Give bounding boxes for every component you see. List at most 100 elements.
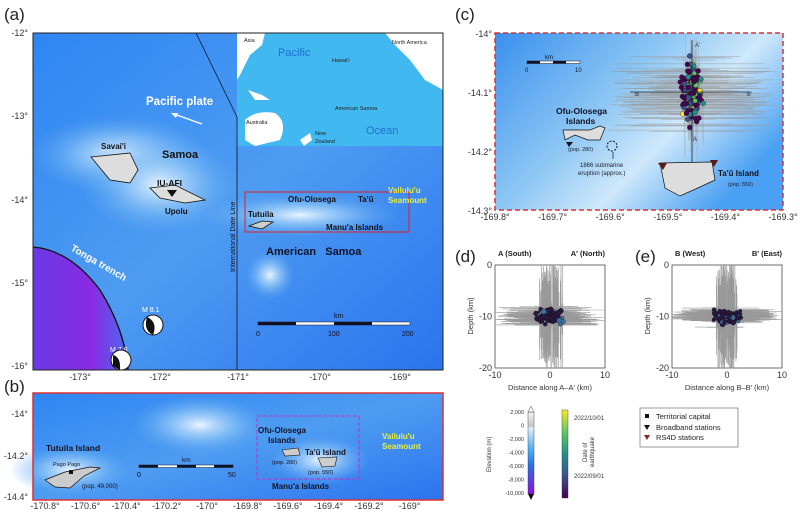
vailulu-label-2: Seamount (382, 442, 421, 451)
inset-american-samoa: American Samoa (335, 106, 378, 112)
scale-tick: 100 (328, 331, 340, 338)
right-endpoint-title: A′ (North) (571, 249, 606, 258)
hypocenter-marker (721, 308, 727, 315)
x-tick: -169.3° (768, 212, 798, 222)
right-endpoint-title: B′ (East) (752, 249, 783, 258)
m78-beachball-icon (110, 349, 132, 371)
vailulu-label-1: Vailulu'u (382, 432, 415, 441)
tau-island (317, 456, 338, 468)
elevation-tick: -10,000 (505, 491, 524, 497)
hypocenter-marker (722, 320, 727, 325)
panel-e-label: (e) (635, 247, 656, 266)
legend: Territorial capital Broadband stations R… (639, 407, 739, 448)
y-tick: -14.1° (468, 88, 493, 98)
y-tick: -10 (656, 312, 669, 322)
scale-tick: 50 (228, 472, 236, 479)
x-tick: -10 (488, 370, 501, 380)
x-tick: 10 (777, 370, 787, 380)
legend-triangle-icon (644, 435, 650, 440)
x-tick: -169.6° (596, 212, 626, 222)
ofu-label-2: Islands (268, 436, 296, 445)
x-tick: -173° (69, 372, 91, 382)
panel-c-x-axis: -169.8° -169.7° -169.6° -169.5° -169.4° -169.… (480, 212, 798, 222)
eruption-label-2: eruption (approx.) (578, 171, 625, 177)
x-tick: -170° (196, 501, 218, 511)
hypocenter-marker (738, 309, 743, 313)
hypocenter-marker (719, 314, 724, 319)
cross-sections: (d) A (South) A′ (North)0-10-20-10 0 10Depth… (455, 247, 787, 392)
elevation-tick: -6,000 (508, 464, 524, 470)
hypocenter-marker (693, 102, 699, 108)
inset-australia: Australia (246, 120, 268, 126)
panel-a-map: Asia North America Pacific Ocean Hawai'i… (30, 32, 444, 371)
tau-label: Ta'ū Island (718, 169, 759, 178)
panel-a-scale-bar: km 0 100 200 (256, 313, 414, 338)
profile-a-prime-label: A' (695, 43, 700, 49)
x-tick: -169.5° (653, 212, 683, 222)
panel-d: (d) A (South) A′ (North)0-10-20-10 0 10Depth… (455, 247, 610, 392)
panel-c-extent-box (256, 415, 360, 480)
hypocenter-marker (687, 124, 693, 131)
hypocenter-marker (539, 314, 542, 317)
hypocenter-marker (691, 63, 697, 69)
y-axis-label: Depth (km) (643, 297, 652, 335)
elevation-tick: -2,000 (508, 437, 524, 443)
date-tick: 2022/09/01 (574, 474, 605, 480)
date-colorbar: Date of earthquake 2022/10/01 2022/09/01 (561, 409, 605, 499)
hypocenter-marker (700, 100, 706, 107)
x-tick: -169.2° (354, 501, 384, 511)
inset-new-zealand-2: Zealand (315, 139, 335, 145)
broadband-station-icon (566, 142, 573, 147)
date-tick: 2022/10/01 (574, 416, 605, 422)
x-tick: -169.4° (711, 212, 741, 222)
hypocenter-marker (734, 310, 740, 316)
m81-label: M 8.1 (142, 307, 160, 314)
tutuila-label: Tutuila (248, 210, 274, 219)
elevation-tick: -8,000 (508, 478, 524, 484)
scale-tick: 0 (525, 68, 529, 74)
x-tick: -172° (149, 372, 171, 382)
x-tick: -170.8° (30, 501, 60, 511)
ofu-label: Ofu-Olosega (288, 195, 337, 204)
profile-a-label: A (693, 137, 697, 143)
hypocenter-marker (550, 313, 553, 316)
hypocenter-marker (543, 321, 548, 327)
ofu-pop-label: (pop. 280) (568, 147, 593, 153)
hypocenter-marker (685, 84, 691, 91)
x-tick: -171° (227, 372, 249, 382)
hypocenter-marker (736, 319, 741, 324)
hypocenter-marker (717, 308, 722, 314)
hypocenter-marker (544, 313, 548, 317)
hypocenter-marker (684, 116, 691, 122)
y-axis-label: Depth (km) (466, 297, 475, 335)
y-tick: -20 (656, 363, 669, 373)
y-tick: -15° (11, 278, 28, 288)
ofu-label-1: Ofu-Olosega (556, 106, 607, 116)
hypocenter-marker (685, 95, 692, 101)
elevation-colorbar: Elevation (m) 2,000 0 -2,000 -4,000 -6,000 -8… (487, 405, 535, 500)
y-tick: -14° (475, 29, 492, 39)
panel-c-axes: -14° -14.1° -14.2° -14.3° (468, 29, 493, 216)
hypocenter-marker (695, 68, 701, 74)
hypocenter-marker (678, 84, 685, 91)
y-tick: -14° (11, 409, 28, 419)
ofu-label-1: Ofu-Olosega (258, 426, 307, 435)
elevation-colorbar-label: Elevation (m) (487, 437, 493, 472)
scale-tick: 200 (402, 331, 414, 338)
panel-b-axes: -14° -14.2° -14.4° -170.8° -170.6° -170.4°… (4, 409, 421, 511)
legend-item: RS4D stations (656, 433, 704, 442)
hypocenter-marker (685, 74, 691, 80)
scale-tick: 10 (575, 68, 582, 74)
rs4d-station-icon (658, 163, 667, 170)
station-triangle-icon (167, 190, 177, 197)
y-tick: -12° (11, 28, 28, 38)
hypocenter-marker (560, 315, 565, 320)
tau-pop-label: (pop. 550) (308, 470, 333, 476)
y-tick: -10 (479, 312, 492, 322)
scale-unit: km (545, 55, 553, 61)
tau-label: Ta'ū (358, 195, 374, 204)
hypocenter-marker (684, 100, 690, 107)
y-tick: -14.4° (4, 492, 29, 502)
x-axis-label: Distance along A–A′ (km) (508, 383, 592, 392)
